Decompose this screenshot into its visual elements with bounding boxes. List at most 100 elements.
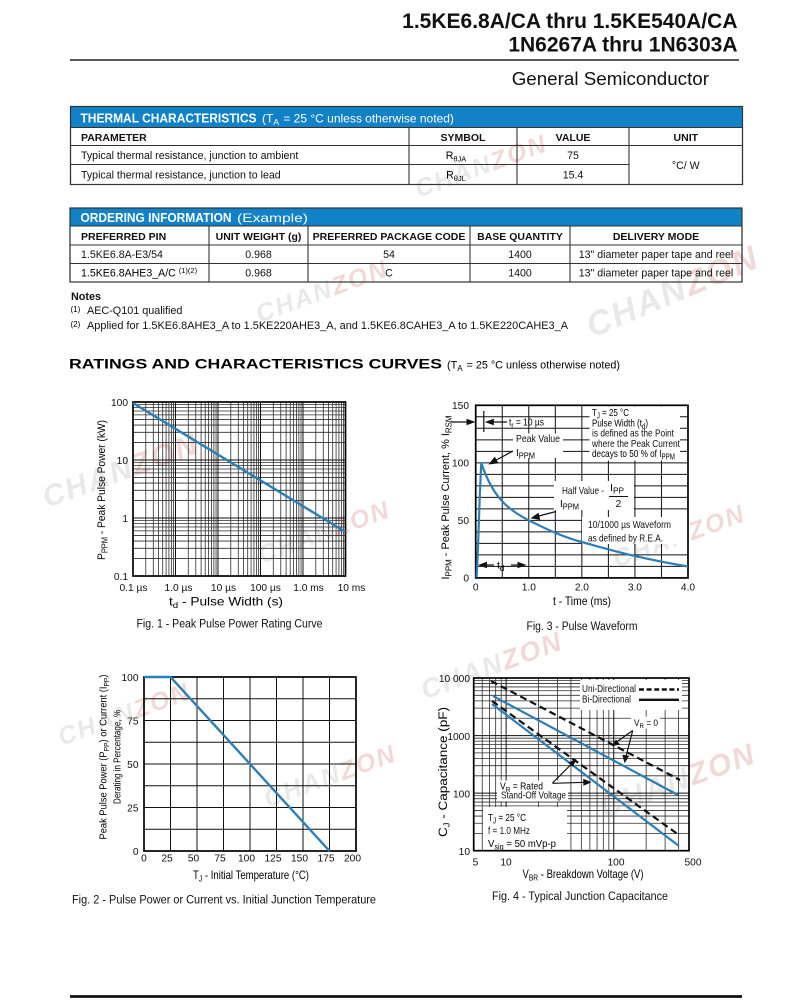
svg-text:tr = 10 µs: tr = 10 µs — [509, 417, 544, 431]
svg-text:td - Pulse Width (s): td - Pulse Width (s) — [169, 595, 283, 611]
svg-text:t - Time (ms): t - Time (ms) — [553, 594, 611, 608]
svg-text:ORDERING INFORMATION: ORDERING INFORMATION — [81, 211, 232, 225]
svg-text:1000: 1000 — [447, 732, 470, 743]
svg-text:PREFERRED PIN: PREFERRED PIN — [81, 231, 166, 243]
svg-text:100: 100 — [122, 673, 139, 684]
svg-text:BASE QUANTITY: BASE QUANTITY — [477, 231, 563, 243]
svg-text:THERMAL CHARACTERISTICS: THERMAL CHARACTERISTICS — [81, 112, 257, 126]
svg-text:0: 0 — [473, 583, 479, 594]
svg-text:13" diameter paper tape and re: 13" diameter paper tape and reel — [579, 249, 734, 261]
svg-text:Half Value -: Half Value - — [562, 485, 604, 497]
svg-text:VBR - Breakdown Voltage (V): VBR - Breakdown Voltage (V) — [523, 867, 644, 883]
svg-text:500: 500 — [685, 858, 702, 869]
svg-text:TJ = 25 °C: TJ = 25 °C — [592, 407, 629, 421]
svg-text:25: 25 — [161, 854, 173, 865]
svg-text:10 ms: 10 ms — [338, 583, 366, 594]
svg-text:50: 50 — [188, 854, 200, 865]
svg-text:Uni-Directional: Uni-Directional — [582, 684, 636, 695]
svg-text:decays to 50 % of IPPM: decays to 50 % of IPPM — [592, 448, 675, 462]
svg-text:PPPM - Peak Pulse Power (kW): PPPM - Peak Pulse Power (kW) — [96, 420, 110, 560]
svg-text:100: 100 — [111, 398, 128, 409]
svg-text:Fig. 2 - Pulse Power or Curren: Fig. 2 - Pulse Power or Current vs. Init… — [72, 893, 376, 907]
svg-text:(Example): (Example) — [237, 211, 308, 225]
svg-text:Applied for 1.5KE6.8AHE3_A to: Applied for 1.5KE6.8AHE3_A to 1.5KE220AH… — [87, 320, 569, 332]
svg-text:Stand-Off Voltage: Stand-Off Voltage — [501, 791, 566, 802]
svg-text:where the Peak Current: where the Peak Current — [591, 438, 680, 450]
svg-text:0: 0 — [133, 847, 139, 858]
svg-text:125: 125 — [265, 854, 282, 865]
svg-text:(TA = 25 °C unless otherwise n: (TA = 25 °C unless otherwise noted) — [262, 112, 454, 128]
svg-text:3.0: 3.0 — [628, 583, 642, 594]
svg-text:10: 10 — [500, 858, 512, 869]
svg-text:PREFERRED PACKAGE CODE: PREFERRED PACKAGE CODE — [313, 231, 466, 243]
svg-text:1400: 1400 — [508, 268, 532, 280]
svg-text:5: 5 — [473, 858, 479, 869]
svg-text:Derating in Percentage, %: Derating in Percentage, % — [112, 710, 124, 804]
svg-text:1N6267A thru 1N6303A: 1N6267A thru 1N6303A — [508, 34, 737, 57]
svg-text:54: 54 — [383, 249, 395, 261]
svg-text:0.1: 0.1 — [114, 572, 128, 583]
svg-text:SYMBOL: SYMBOL — [441, 132, 487, 144]
svg-text:Typical thermal resistance, ju: Typical thermal resistance, junction to … — [81, 170, 281, 182]
svg-text:2.0: 2.0 — [575, 583, 589, 594]
svg-text:Bi-Directional: Bi-Directional — [582, 695, 631, 706]
svg-text:0: 0 — [463, 573, 469, 584]
svg-text:1.0 ms: 1.0 ms — [293, 583, 324, 594]
svg-text:C: C — [385, 268, 393, 280]
svg-text:1: 1 — [122, 514, 128, 525]
svg-text:10 000: 10 000 — [439, 674, 470, 685]
svg-text:(1): (1) — [71, 305, 81, 314]
svg-text:4.0: 4.0 — [681, 583, 695, 594]
svg-text:50: 50 — [127, 760, 139, 771]
svg-text:UNIT: UNIT — [674, 132, 699, 144]
svg-text:VALUE: VALUE — [556, 132, 591, 144]
svg-text:100: 100 — [608, 858, 625, 869]
svg-text:150: 150 — [452, 401, 469, 412]
svg-text:175: 175 — [318, 854, 335, 865]
svg-text:75: 75 — [214, 854, 226, 865]
svg-text:1.0: 1.0 — [522, 583, 536, 594]
svg-text:10: 10 — [117, 456, 129, 467]
svg-text:25: 25 — [127, 804, 139, 815]
svg-text:RATINGS AND CHARACTERISTICS CU: RATINGS AND CHARACTERISTICS CURVES — [69, 357, 442, 372]
svg-text:Fig. 1 - Peak Pulse Power Rati: Fig. 1 - Peak Pulse Power Rating Curve — [137, 617, 323, 631]
svg-text:150: 150 — [291, 854, 308, 865]
svg-text:Typical thermal resistance, ju: Typical thermal resistance, junction to … — [81, 150, 298, 162]
svg-text:0: 0 — [141, 854, 147, 865]
svg-text:DELIVERY MODE: DELIVERY MODE — [613, 231, 699, 243]
svg-text:PARAMETER: PARAMETER — [81, 132, 147, 144]
svg-text:General Semiconductor: General Semiconductor — [512, 68, 709, 89]
svg-text:as defined by R.E.A.: as defined by R.E.A. — [588, 533, 663, 545]
svg-text:50: 50 — [458, 516, 470, 527]
svg-text:100 µs: 100 µs — [250, 583, 281, 594]
svg-text:IPPM - Peak Pulse Current, % I: IPPM - Peak Pulse Current, % IRSM — [440, 415, 454, 579]
svg-text:13" diameter paper tape and re: 13" diameter paper tape and reel — [579, 268, 734, 280]
svg-text:10: 10 — [459, 847, 471, 858]
svg-text:10/1000 µs Waveform: 10/1000 µs Waveform — [588, 519, 671, 531]
svg-text:f = 1.0 MHz: f = 1.0 MHz — [488, 825, 530, 837]
svg-text:Fig. 4 - Typical Junction Capa: Fig. 4 - Typical Junction Capacitance — [492, 889, 668, 903]
svg-text:Pulse Width (td): Pulse Width (td) — [592, 417, 648, 431]
svg-text:(2): (2) — [71, 320, 81, 329]
svg-text:10 µs: 10 µs — [211, 583, 236, 594]
svg-text:Peak Value: Peak Value — [516, 433, 560, 445]
svg-text:15.4: 15.4 — [563, 170, 584, 182]
svg-text:1400: 1400 — [508, 249, 532, 261]
svg-text:1.5KE6.8AHE3_A/C (1)(2): 1.5KE6.8AHE3_A/C (1)(2) — [81, 266, 198, 280]
svg-text:100: 100 — [453, 789, 470, 800]
svg-text:100: 100 — [452, 458, 469, 469]
svg-text:Notes: Notes — [71, 291, 101, 303]
svg-text:100: 100 — [238, 854, 255, 865]
svg-text:is defined as the Point: is defined as the Point — [592, 428, 674, 440]
svg-text:Peak Pulse Power (PPP) or Curr: Peak Pulse Power (PPP) or Current (IPP) — [98, 675, 112, 840]
svg-text:200: 200 — [344, 854, 361, 865]
svg-text:VR = Rated: VR = Rated — [500, 782, 543, 795]
svg-text:TJ = 25 °C: TJ = 25 °C — [488, 812, 526, 826]
svg-text:UNIT WEIGHT (g): UNIT WEIGHT (g) — [216, 231, 302, 243]
svg-text:1.5KE6.8A-E3/54: 1.5KE6.8A-E3/54 — [81, 249, 163, 261]
svg-text:75: 75 — [567, 150, 579, 162]
svg-text:td: td — [497, 560, 504, 574]
svg-text:2: 2 — [616, 498, 622, 510]
svg-text:1.0 µs: 1.0 µs — [165, 583, 193, 594]
svg-text:(TA = 25 °C unless otherwise n: (TA = 25 °C unless otherwise noted) — [447, 360, 620, 374]
